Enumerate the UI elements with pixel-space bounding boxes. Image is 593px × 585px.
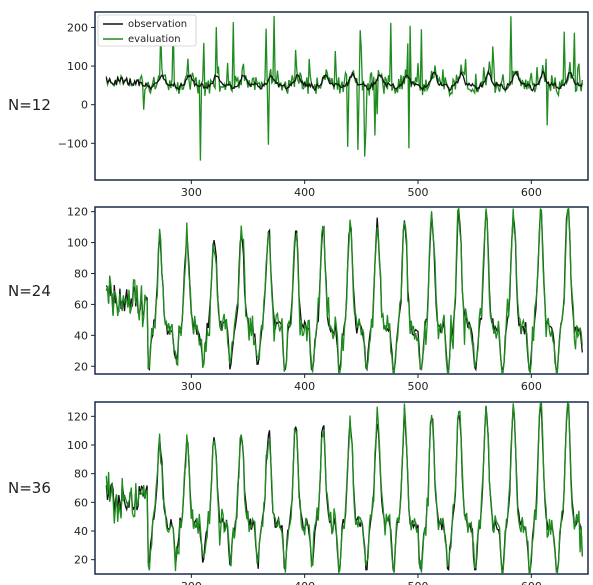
series-lines — [105, 206, 583, 375]
y-tick-label: −100 — [58, 137, 88, 150]
y-tick-label: 120 — [67, 410, 88, 423]
y-tick-label: 20 — [74, 360, 88, 373]
x-tick-label: 500 — [408, 380, 429, 393]
series-line-evaluation — [105, 206, 583, 375]
x-tick-label: 400 — [294, 380, 315, 393]
y-tick-label: 40 — [74, 329, 88, 342]
x-tick-label: 300 — [181, 186, 202, 199]
chart-panel-n36: N=36 300 400 500 600 20 40 60 80 100 120 — [8, 401, 589, 585]
y-tick-label: 60 — [74, 298, 88, 311]
y-tick-label: 200 — [67, 21, 88, 34]
axis-ticks: 300 400 500 600 20 40 60 80 100 120 — [67, 410, 542, 585]
y-tick-label: 80 — [74, 468, 88, 481]
series-lines — [105, 15, 583, 161]
y-tick-label: 120 — [67, 206, 88, 219]
y-tick-label: 0 — [81, 99, 88, 112]
x-tick-label: 600 — [521, 380, 542, 393]
x-tick-label: 400 — [294, 186, 315, 199]
y-tick-label: 100 — [67, 237, 88, 250]
axis-ticks: 300 400 500 600 20 40 60 80 100 120 — [67, 206, 542, 393]
x-tick-label: 300 — [181, 580, 202, 585]
series-line-evaluation — [105, 15, 583, 161]
y-tick-label: 100 — [67, 439, 88, 452]
series-line-evaluation — [105, 402, 583, 576]
y-tick-label: 60 — [74, 496, 88, 509]
row-label-n36: N=36 — [8, 479, 51, 497]
series-line-observation — [105, 69, 583, 93]
x-tick-label: 500 — [408, 186, 429, 199]
axis-ticks: 300 400 500 600 −100 0 100 200 — [58, 21, 542, 199]
legend: observation evaluation — [97, 14, 197, 47]
y-tick-label: 20 — [74, 554, 88, 567]
x-tick-label: 600 — [521, 580, 542, 585]
x-tick-label: 600 — [521, 186, 542, 199]
x-tick-label: 400 — [294, 580, 315, 585]
y-tick-label: 100 — [67, 60, 88, 73]
legend-label-evaluation: evaluation — [128, 34, 181, 45]
row-label-n12: N=12 — [8, 96, 51, 114]
y-tick-label: 80 — [74, 267, 88, 280]
y-tick-label: 40 — [74, 525, 88, 538]
x-tick-label: 300 — [181, 380, 202, 393]
series-lines — [105, 402, 583, 576]
row-label-n24: N=24 — [8, 282, 51, 300]
x-tick-label: 500 — [408, 580, 429, 585]
chart-panel-n24: N=24 300 400 500 600 20 40 60 80 100 120 — [8, 206, 589, 393]
legend-label-observation: observation — [128, 19, 187, 30]
chart-panel-n12: N=12 300 400 500 600 −100 0 100 200 observation… — [8, 11, 589, 199]
